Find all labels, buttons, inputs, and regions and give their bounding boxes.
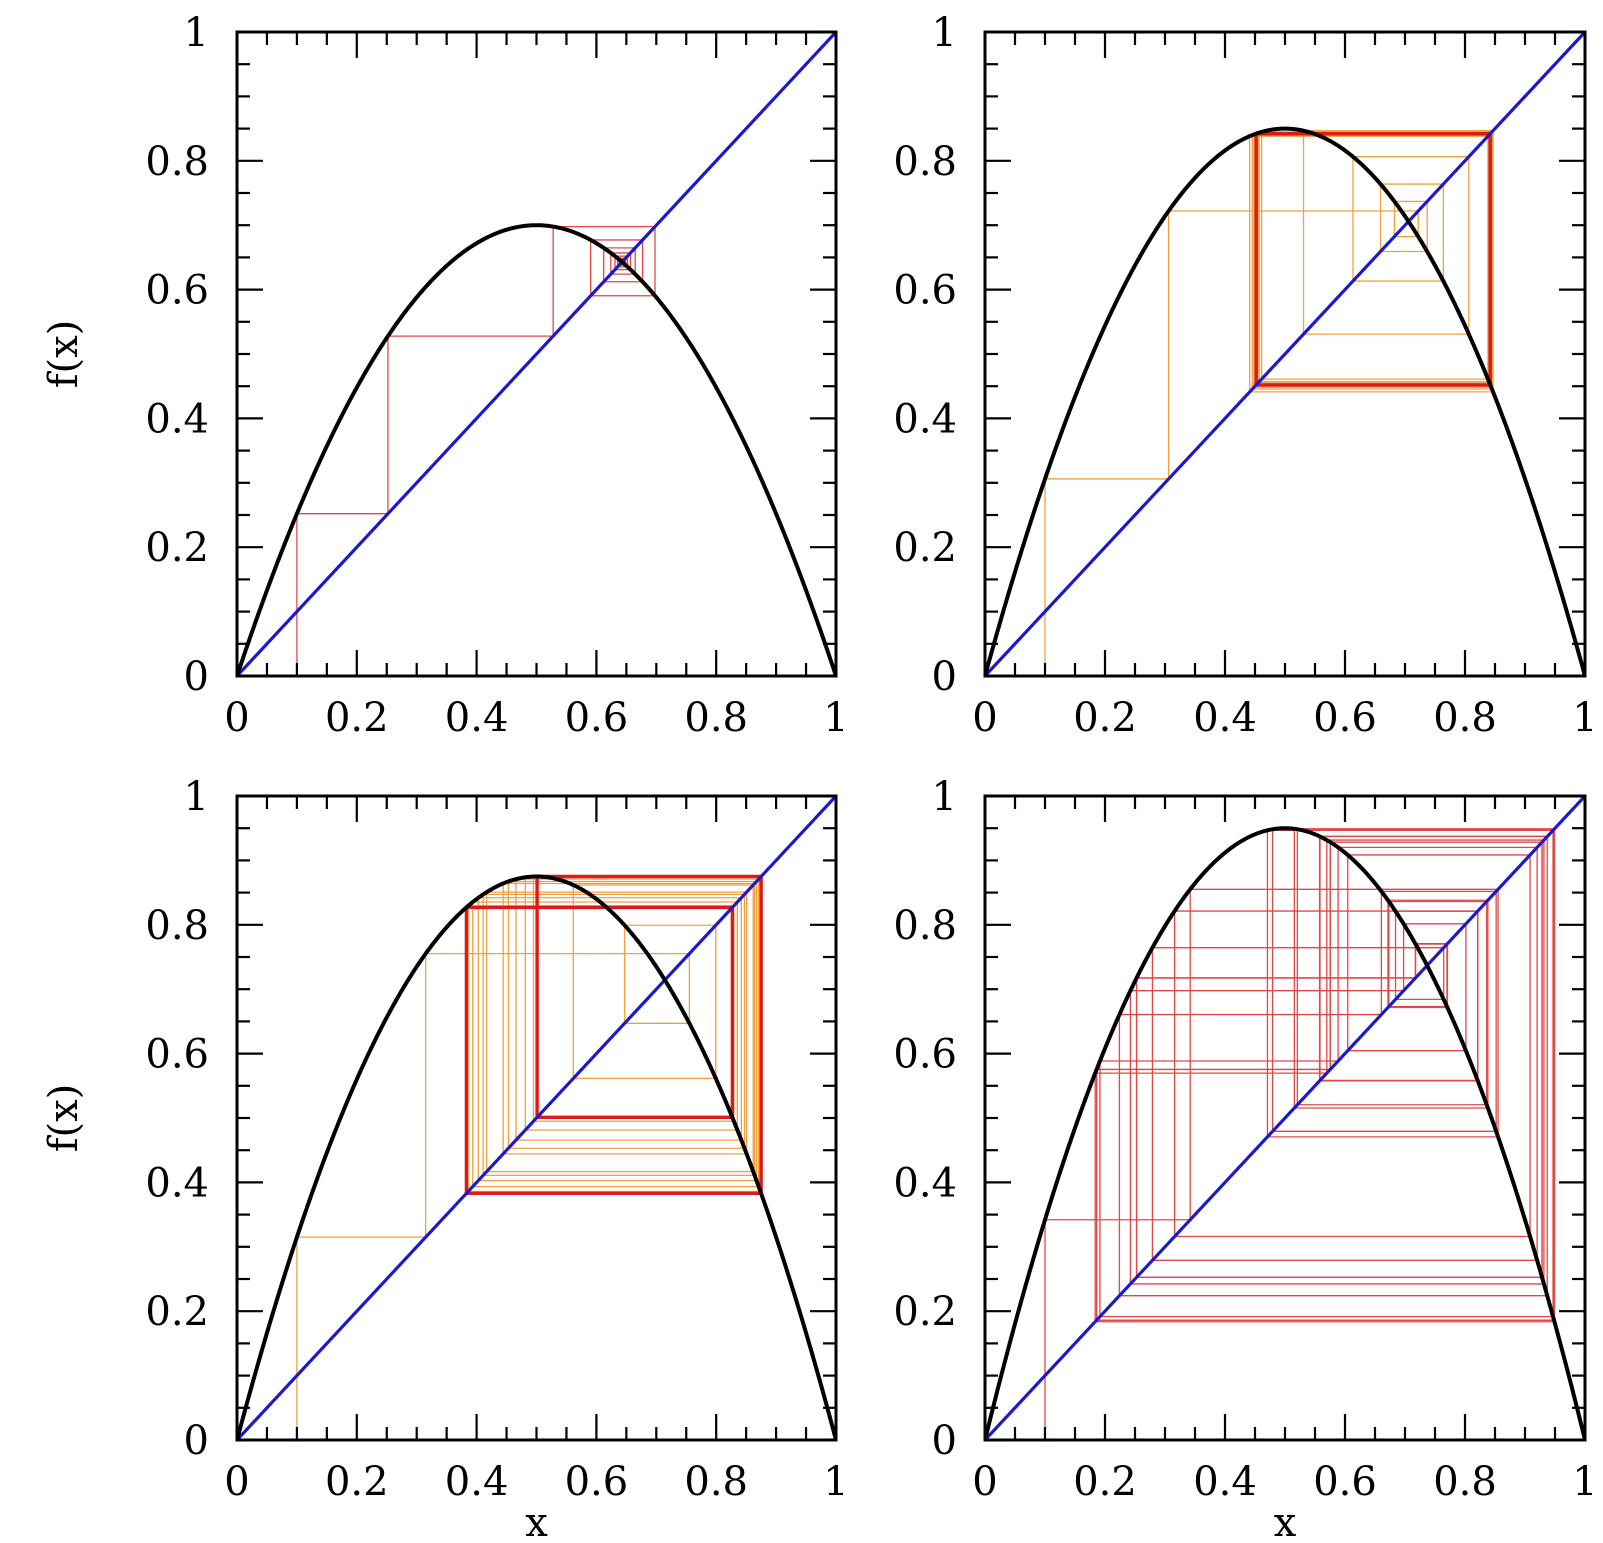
y-tick-label: 1 (932, 10, 957, 56)
x-tick-label: 0.2 (1073, 695, 1137, 741)
x-tick-label: 0.6 (1313, 1459, 1377, 1505)
plot-area (985, 796, 1585, 1440)
panel-top-left: 0 0.2 0.4 0.6 0.8 1 0 0.2 0.4 0.6 0.8 1 f(x) (41, 10, 849, 741)
x-tick-label: 1 (1572, 695, 1597, 741)
x-tick-label: 0.2 (325, 1459, 389, 1505)
y-tick-label: 1 (184, 774, 209, 820)
x-tick-label: 1 (823, 695, 848, 741)
x-tick-label: 0.2 (325, 695, 389, 741)
y-tick-label: 0.6 (893, 268, 957, 314)
x-tick-label: 0.4 (1193, 1459, 1257, 1505)
x-tick-label: 0.6 (565, 695, 629, 741)
x-axis-title: x (525, 1500, 548, 1543)
panel-bottom-right: 0 0.2 0.4 0.6 0.8 1 0 0.2 0.4 0.6 0.8 1 x (893, 774, 1597, 1543)
x-tick-label: 1 (1572, 1459, 1597, 1505)
x-tick-label: 0.6 (565, 1459, 629, 1505)
y-tick-label: 0.4 (145, 1160, 209, 1206)
y-tick-label: 0 (184, 654, 209, 700)
x-tick-label: 1 (823, 1459, 848, 1505)
y-tick-label: 0.4 (145, 396, 209, 442)
x-tick-label: 0 (972, 695, 997, 741)
x-tick-label: 0 (224, 1459, 249, 1505)
map-curve (985, 126, 1585, 676)
x-tick-label: 0.4 (1193, 695, 1257, 741)
x-tick-label: 0.8 (1433, 695, 1497, 741)
map-curve (237, 223, 836, 676)
x-tick-label: 0.4 (445, 1459, 509, 1505)
y-tick-label: 0.2 (145, 525, 209, 571)
y-tick-label: 1 (932, 774, 957, 820)
y-tick-label: 0 (932, 1418, 957, 1464)
y-tick-label: 0.8 (145, 139, 209, 185)
y-tick-label: 0.2 (145, 1289, 209, 1335)
y-tick-label: 0.2 (893, 525, 957, 571)
y-tick-label: 0.4 (893, 1160, 957, 1206)
y-tick-label: 0.4 (893, 396, 957, 442)
x-tick-label: 0 (972, 1459, 997, 1505)
map-curve (237, 874, 836, 1440)
x-tick-label: 0.6 (1313, 695, 1377, 741)
y-tick-label: 0.2 (893, 1289, 957, 1335)
identity-line (237, 796, 836, 1440)
y-axis-title: f(x) (41, 1084, 87, 1153)
y-tick-label: 1 (184, 10, 209, 56)
y-tick-label: 0.6 (145, 268, 209, 314)
x-tick-label: 0.8 (684, 695, 748, 741)
y-tick-label: 0.8 (893, 903, 957, 949)
x-tick-label: 0.8 (1433, 1459, 1497, 1505)
identity-line (985, 796, 1585, 1440)
plot-area (237, 796, 836, 1440)
y-tick-label: 0.6 (145, 1032, 209, 1078)
y-tick-label: 0.6 (893, 1032, 957, 1078)
y-axis-title: f(x) (41, 320, 87, 389)
y-tick-label: 0.8 (893, 139, 957, 185)
x-axis-title: x (1274, 1500, 1297, 1543)
y-tick-label: 0 (184, 1418, 209, 1464)
x-tick-label: 0.4 (445, 695, 509, 741)
identity-line (985, 32, 1585, 676)
map-curve (985, 826, 1585, 1440)
plot-area (237, 32, 836, 676)
identity-line (237, 32, 836, 676)
y-tick-label: 0 (932, 654, 957, 700)
x-tick-label: 0.2 (1073, 1459, 1137, 1505)
panel-bottom-left: 0 0.2 0.4 0.6 0.8 1 0 0.2 0.4 0.6 0.8 1 f(x) x (41, 774, 849, 1543)
plot-area (985, 32, 1585, 676)
x-tick-label: 0 (224, 695, 249, 741)
y-tick-label: 0.8 (145, 903, 209, 949)
x-tick-label: 0.8 (684, 1459, 748, 1505)
panel-top-right: 0 0.2 0.4 0.6 0.8 1 0 0.2 0.4 0.6 0.8 1 (893, 10, 1597, 741)
